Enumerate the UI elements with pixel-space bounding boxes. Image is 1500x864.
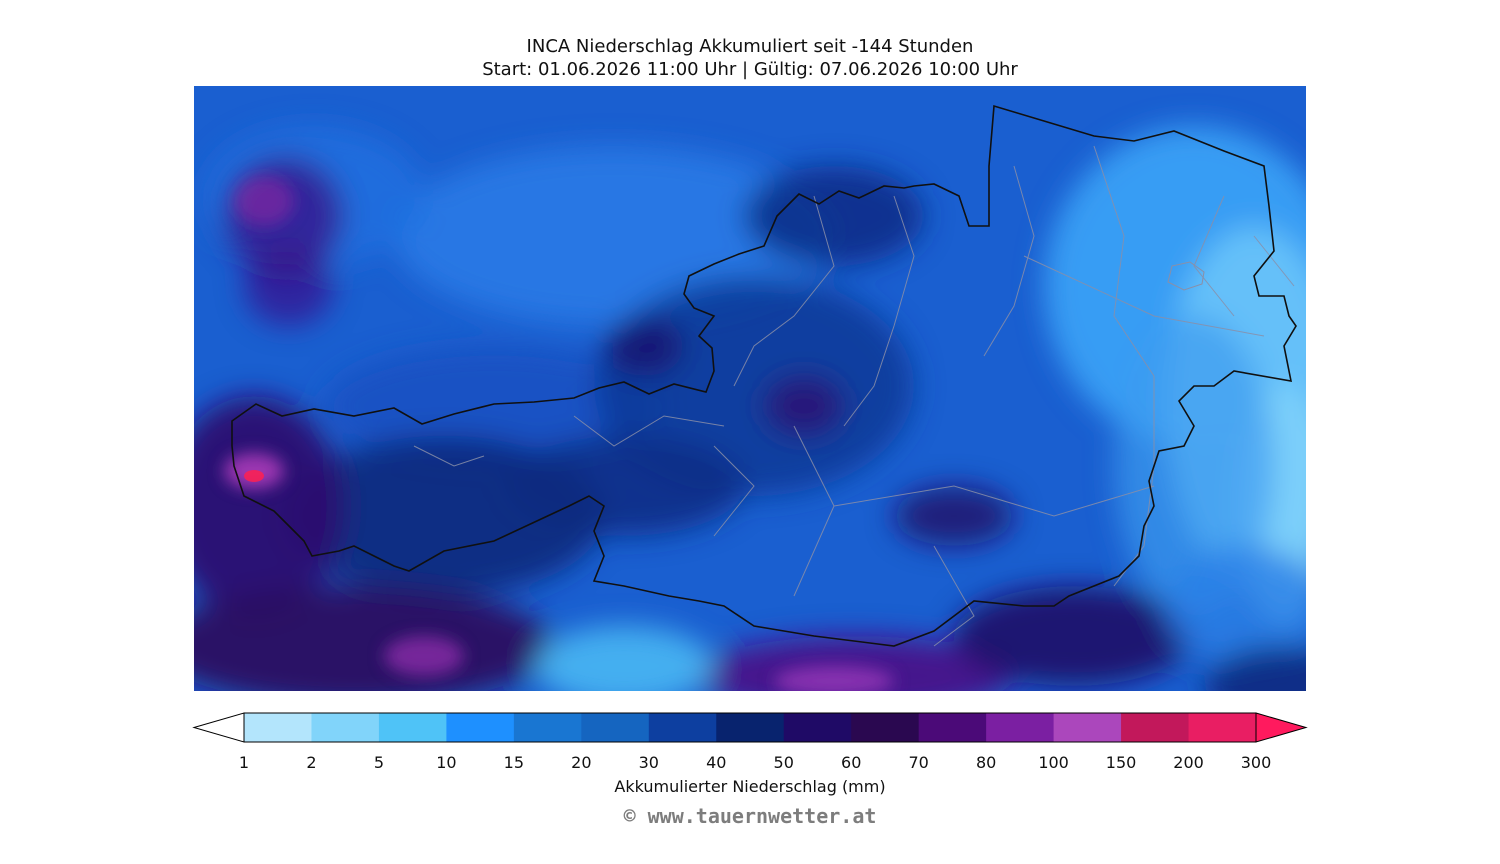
colorbar-tick-label: 50 bbox=[773, 753, 794, 772]
colorbar-tick-label: 20 bbox=[571, 753, 592, 772]
colorbar-tick-label: 300 bbox=[1240, 753, 1272, 772]
colorbar-tick-label: 200 bbox=[1173, 753, 1204, 772]
precipitation-field bbox=[194, 86, 1306, 691]
colorbar-tick-label: 10 bbox=[436, 753, 457, 772]
colorbar-segments bbox=[244, 713, 1257, 742]
colorbar-segment bbox=[918, 713, 987, 742]
precipitation-map bbox=[194, 86, 1306, 691]
colorbar-over-arrow bbox=[1255, 712, 1308, 743]
colorbar-segment bbox=[1053, 713, 1122, 742]
colorbar-tick-label: 40 bbox=[706, 753, 727, 772]
colorbar-segment bbox=[716, 713, 785, 742]
colorbar-segment bbox=[851, 713, 920, 742]
colorbar-segment bbox=[513, 713, 582, 742]
colorbar-tick-label: 30 bbox=[638, 753, 659, 772]
colorbar-segment bbox=[1121, 713, 1190, 742]
colorbar-under-arrow bbox=[192, 712, 245, 743]
colorbar-tick-label: 150 bbox=[1105, 753, 1137, 772]
colorbar-segment bbox=[986, 713, 1055, 742]
colorbar-tick-label: 60 bbox=[841, 753, 862, 772]
colorbar-tick-label: 1 bbox=[238, 753, 250, 772]
map-title: INCA Niederschlag Akkumuliert seit -144 … bbox=[526, 36, 974, 57]
country-border bbox=[231, 104, 1297, 647]
colorbar-tick-label: 15 bbox=[503, 753, 525, 772]
colorbar-segment bbox=[783, 713, 852, 742]
vienna-border bbox=[1167, 261, 1205, 291]
colorbar-segment bbox=[648, 713, 717, 742]
colorbar-tick-label: 70 bbox=[908, 753, 929, 772]
precipitation-peaks bbox=[224, 176, 894, 691]
colorbar-segment bbox=[244, 713, 312, 742]
colorbar-tick-label: 80 bbox=[975, 753, 997, 772]
colorbar-segment bbox=[446, 713, 515, 742]
colorbar-segment bbox=[378, 713, 447, 742]
colorbar-tick-label: 100 bbox=[1038, 753, 1069, 772]
colorbar-label: Akkumulierter Niederschlag (mm) bbox=[614, 777, 886, 796]
colorbar bbox=[192, 712, 1308, 743]
map-subtitle-timestamps: Start: 01.06.2026 11:00 Uhr | Gültig: 07… bbox=[482, 59, 1018, 80]
colorbar-frame bbox=[243, 712, 1257, 743]
colorbar-segment bbox=[1188, 713, 1257, 742]
precipitation-maximum bbox=[244, 470, 264, 482]
colorbar-tick-label: 5 bbox=[373, 753, 385, 772]
copyright-notice: © www.tauernwetter.at bbox=[623, 804, 877, 828]
colorbar-segment bbox=[581, 713, 650, 742]
colorbar-tick-label: 2 bbox=[306, 753, 317, 772]
colorbar-segment bbox=[311, 713, 380, 742]
